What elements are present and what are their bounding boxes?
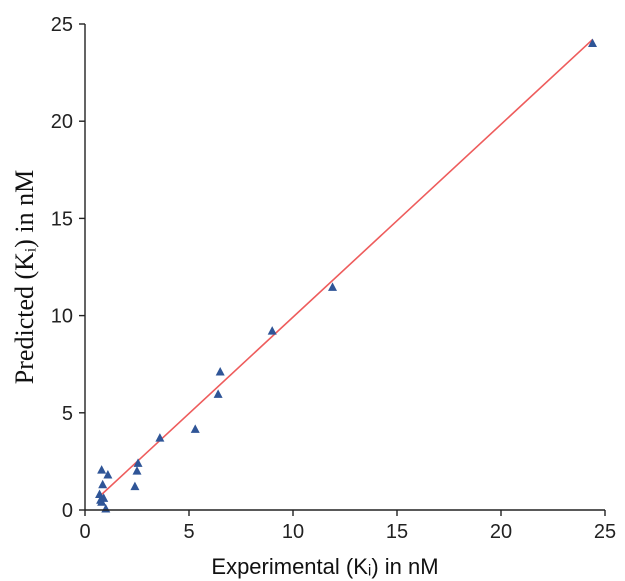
data-point <box>97 465 107 474</box>
y-ticks: 0 5 10 15 20 25 <box>51 14 85 522</box>
y-tick-label: 20 <box>51 111 73 133</box>
data-point <box>328 282 338 291</box>
y-tick-label: 15 <box>51 208 73 230</box>
x-tick-label: 15 <box>386 521 408 543</box>
data-point <box>588 38 598 47</box>
trend-line <box>99 38 594 497</box>
y-tick-label: 25 <box>51 14 73 36</box>
data-point <box>213 389 223 398</box>
data-point <box>215 366 225 376</box>
x-tick-label: 0 <box>79 521 90 543</box>
x-tick-label: 25 <box>594 521 616 543</box>
data-point <box>103 470 113 479</box>
data-point <box>98 479 108 489</box>
data-point <box>267 326 277 335</box>
data-point <box>190 424 200 433</box>
data-point <box>132 466 142 475</box>
data-point <box>155 433 165 442</box>
data-point <box>133 458 143 467</box>
x-tick-label: 5 <box>183 521 194 543</box>
data-point <box>130 481 140 491</box>
x-axis-title: Experimental (Kᵢ) in nM <box>211 554 438 579</box>
y-tick-label: 5 <box>62 403 73 425</box>
plot-marks <box>95 38 598 513</box>
y-tick-label: 0 <box>62 500 73 522</box>
x-tick-label: 20 <box>490 521 512 543</box>
y-axis-title: Predicted (Kᵢ) in nM <box>10 170 39 384</box>
x-ticks: 0 5 10 15 20 25 <box>79 510 616 543</box>
y-tick-label: 10 <box>51 306 73 328</box>
x-tick-label: 10 <box>282 521 304 543</box>
data-point <box>95 489 105 498</box>
data-point <box>99 493 109 502</box>
